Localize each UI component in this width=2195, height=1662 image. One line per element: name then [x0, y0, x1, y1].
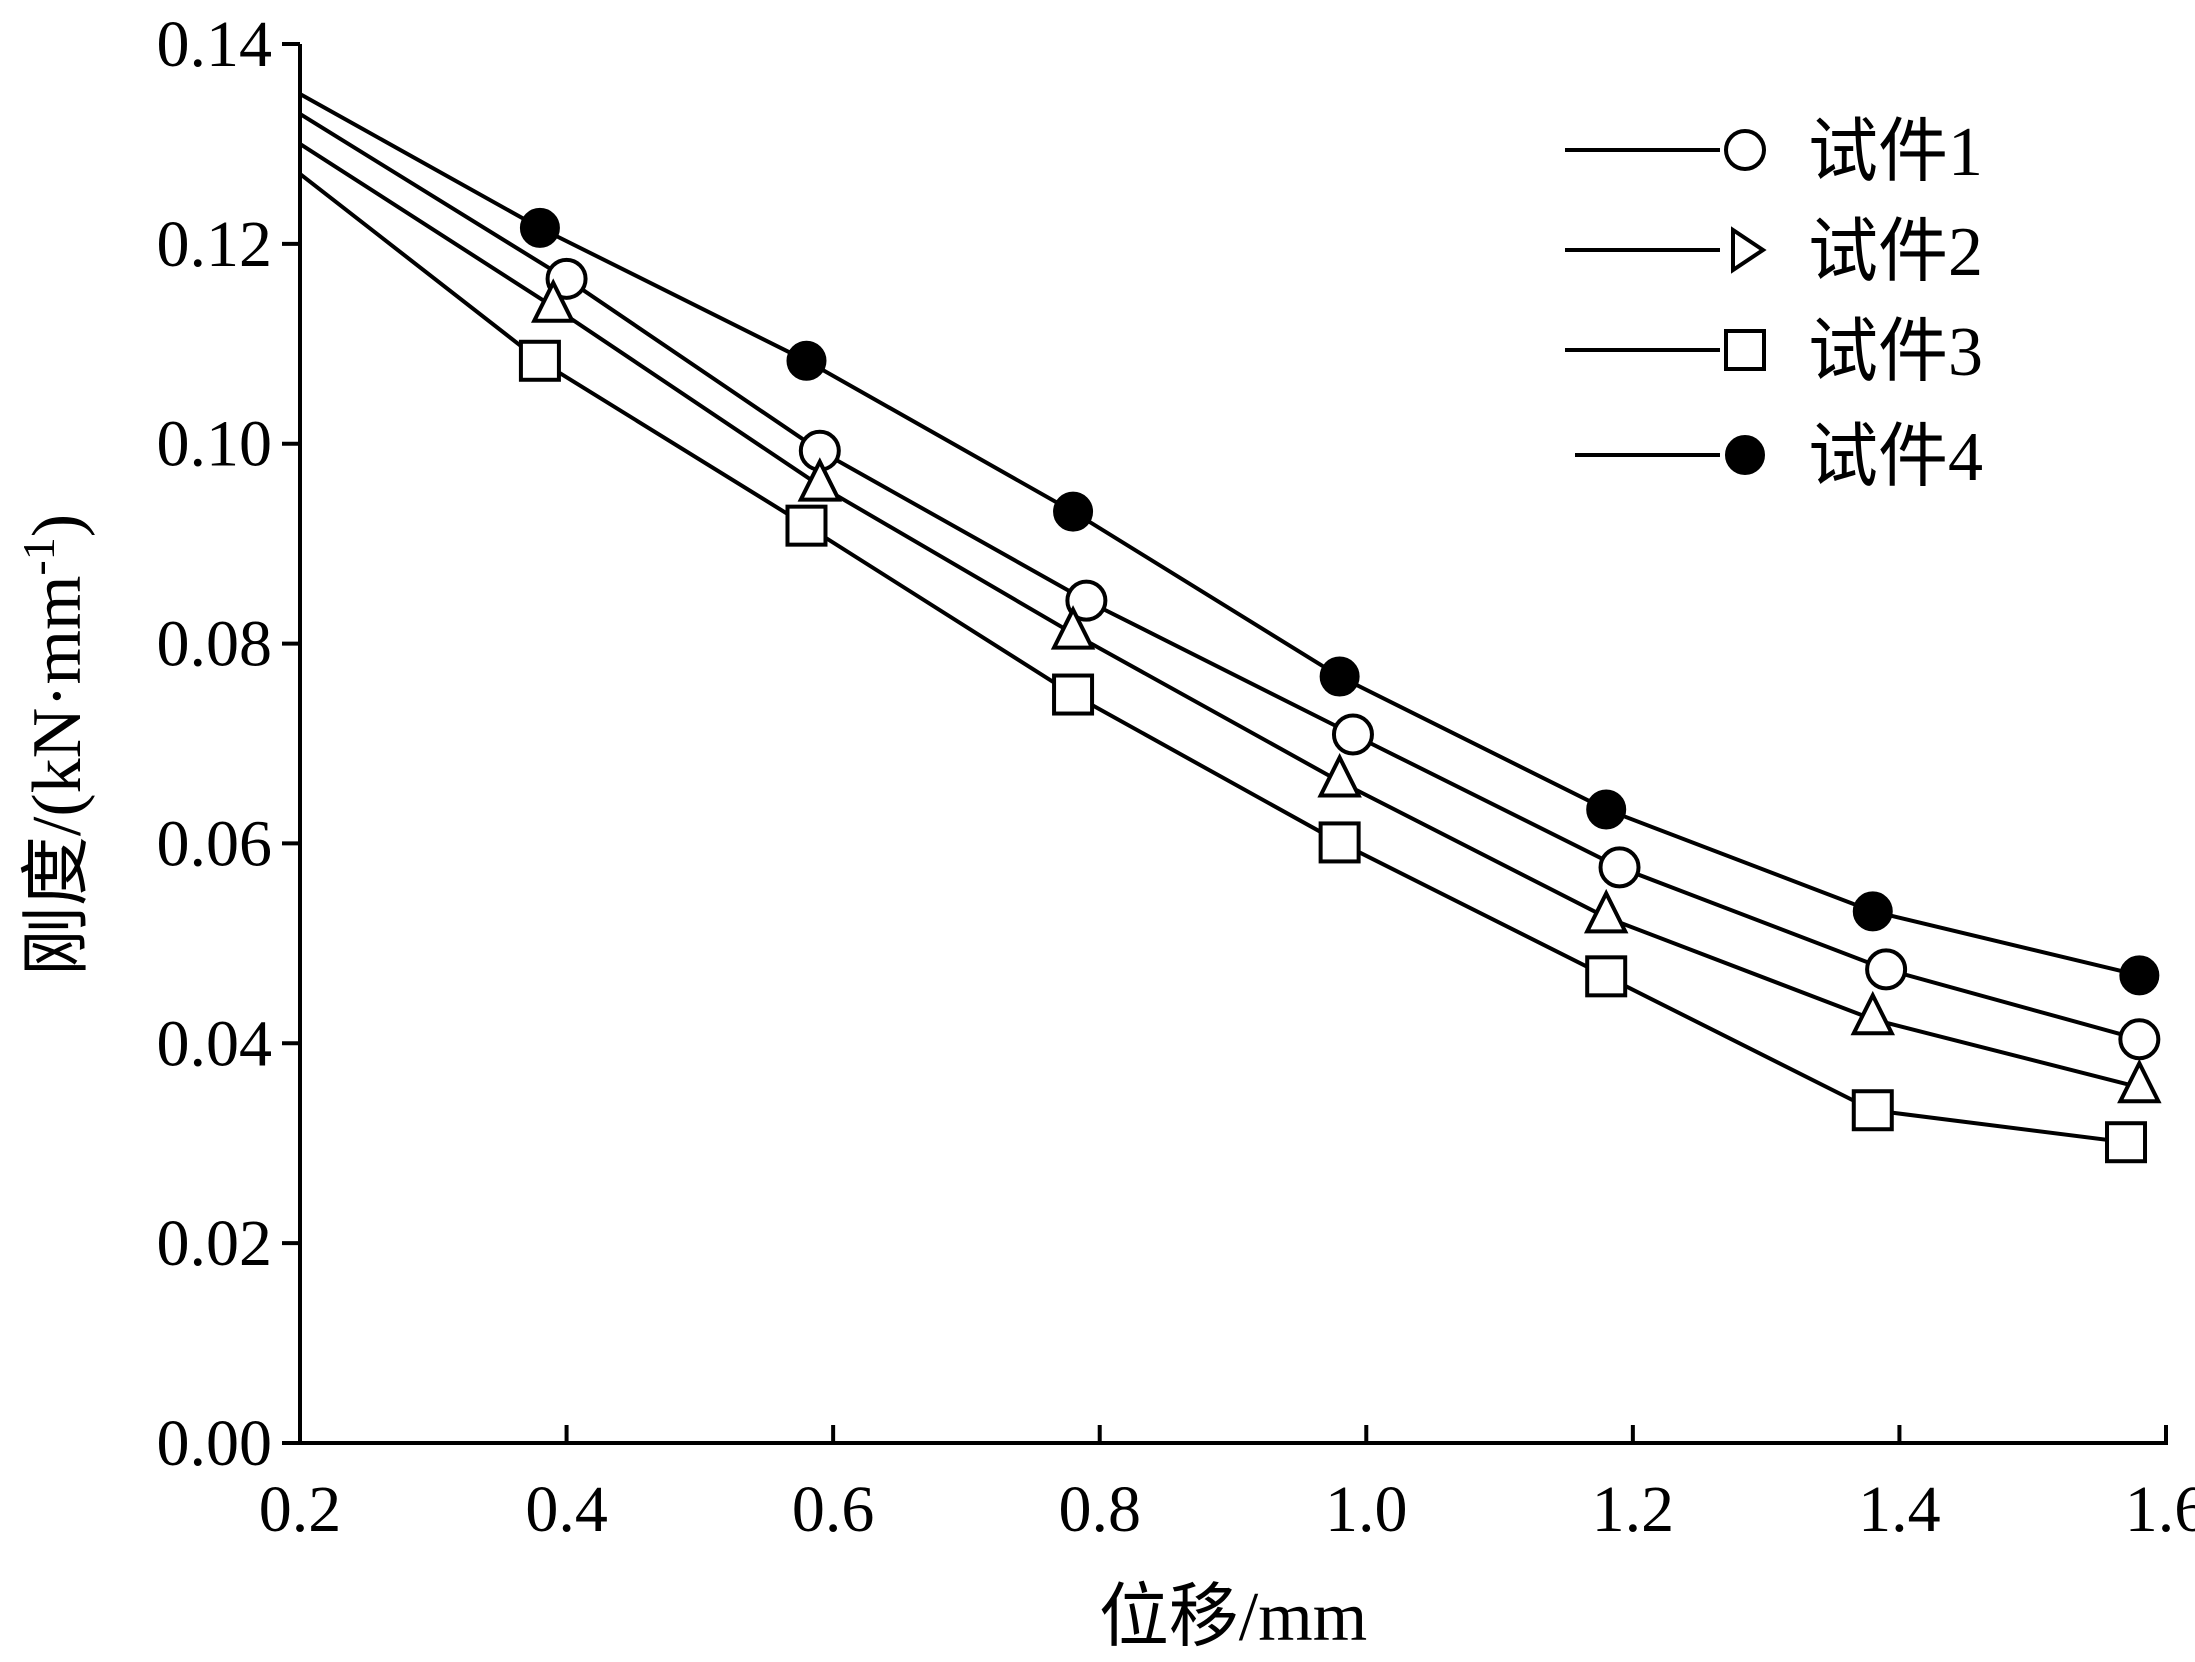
- data-point: [519, 207, 560, 248]
- x-tick-label: 1.4: [1858, 1473, 1941, 1546]
- y-tick-label: 0.08: [157, 608, 273, 681]
- y-tick-label: 0.00: [157, 1407, 273, 1480]
- x-tick-label: 0.2: [259, 1473, 342, 1546]
- y-tick-label: 0.14: [157, 8, 273, 81]
- x-tick-label: 1.6: [2125, 1473, 2195, 1546]
- data-point: [1052, 673, 1095, 716]
- data-point: [1598, 846, 1641, 889]
- x-tick-label: 0.8: [1058, 1473, 1141, 1546]
- legend-label: 试件3: [1808, 314, 1983, 391]
- data-point: [1585, 955, 1628, 998]
- data-point: [1319, 656, 1360, 697]
- data-point: [1583, 888, 1629, 934]
- series-4: [299, 92, 2160, 996]
- y-axis-title: 刚度/(kN·mm-1): [13, 514, 96, 976]
- series-line: [298, 172, 2127, 1145]
- legend-item: 试件4: [1575, 419, 1983, 496]
- y-tick-label: 0.10: [157, 408, 273, 481]
- y-tick-label: 0.04: [157, 1007, 273, 1080]
- data-point: [2105, 1121, 2148, 1164]
- data-point: [1317, 753, 1362, 798]
- data-point: [786, 340, 827, 381]
- series-1: [298, 112, 2161, 1061]
- legend-marker: [1725, 435, 1765, 475]
- series-3: [298, 172, 2148, 1164]
- data-point: [518, 339, 561, 382]
- series-line: [299, 92, 2140, 978]
- data-point: [1053, 491, 1094, 532]
- data-point: [2119, 955, 2160, 996]
- y-tick-label: 0.02: [157, 1207, 273, 1280]
- y-axis-title-main: 刚度/(kN·mm: [19, 576, 96, 977]
- y-tick-label: 0.06: [157, 807, 273, 880]
- x-tick-label: 1.2: [1592, 1473, 1675, 1546]
- data-point: [1331, 713, 1374, 756]
- x-axis-title: 位移/mm: [1099, 1579, 1367, 1656]
- x-tick-label: 0.6: [792, 1473, 875, 1546]
- data-point: [1586, 789, 1627, 830]
- data-point: [1852, 891, 1893, 932]
- x-tick-label: 1.0: [1325, 1473, 1408, 1546]
- series-2: [298, 142, 2162, 1104]
- data-point: [1318, 821, 1361, 864]
- legend-item: 试件2: [1565, 214, 1983, 291]
- series-line: [298, 112, 2140, 1042]
- data-point: [2117, 1058, 2162, 1104]
- ticks-layer: 0.00 0.02 0.04 0.06 0.08 0.10 0.12 0.14 0.2 0.4 0.…: [157, 8, 2195, 1546]
- legend-marker: [1724, 129, 1766, 171]
- data-point: [797, 457, 843, 502]
- data-point: [2118, 1018, 2161, 1061]
- series-layer: [298, 92, 2162, 1164]
- y-axis-title-close: ): [19, 514, 96, 537]
- data-point: [1865, 948, 1908, 991]
- data-point: [1851, 1089, 1894, 1132]
- y-axis-title-superscript: -1: [13, 537, 64, 575]
- legend-marker: [1731, 226, 1767, 274]
- legend: 试件1 试件2 试件3 试件4: [1565, 114, 1983, 496]
- legend-label: 试件1: [1808, 114, 1983, 191]
- y-tick-label: 0.12: [157, 208, 273, 281]
- data-point: [1065, 579, 1108, 622]
- series-line: [298, 142, 2140, 1090]
- x-tick-label: 0.4: [525, 1473, 608, 1546]
- legend-item: 试件1: [1565, 114, 1983, 191]
- data-point: [1050, 605, 1096, 650]
- legend-marker: [1724, 329, 1766, 371]
- legend-label: 试件2: [1808, 214, 1983, 291]
- data-point: [1850, 990, 1896, 1036]
- data-point: [785, 504, 828, 547]
- data-point: [531, 278, 576, 323]
- legend-item: 试件3: [1565, 314, 1983, 391]
- legend-label: 试件4: [1808, 419, 1983, 496]
